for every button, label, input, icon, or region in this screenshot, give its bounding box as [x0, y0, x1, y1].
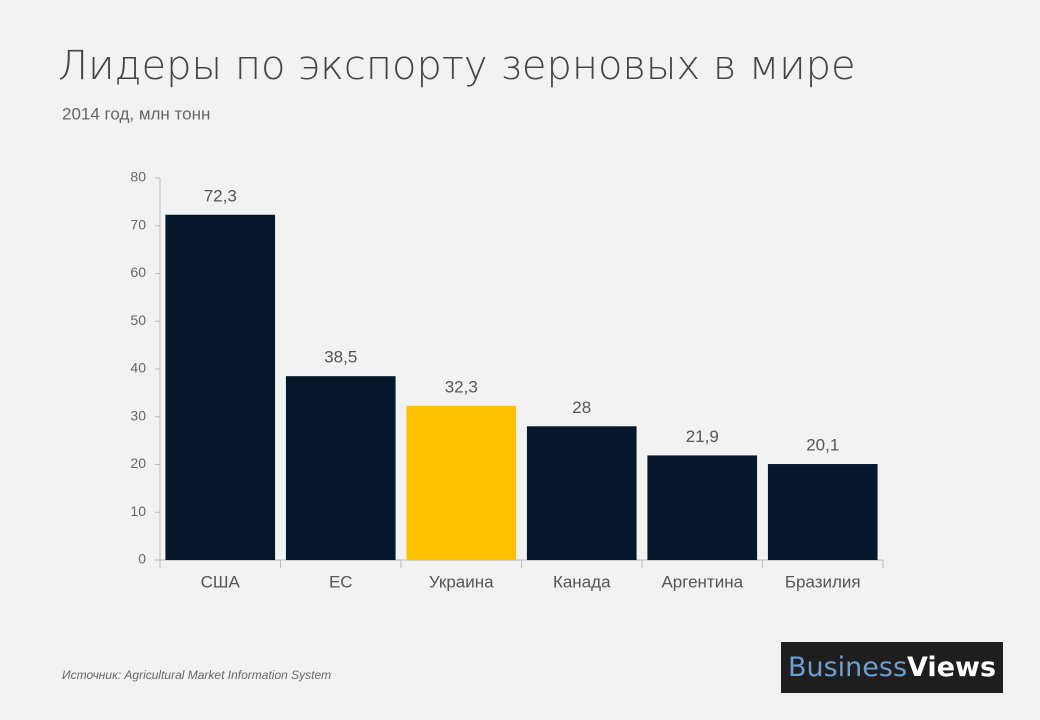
y-tick-label: 10 — [130, 503, 146, 519]
logo-part: Business — [788, 652, 907, 683]
logo-box — [781, 642, 1003, 693]
y-tick-label: 0 — [138, 551, 146, 567]
x-tick-label: США — [201, 572, 241, 591]
x-tick-label: Аргентина — [661, 572, 743, 591]
y-tick-label: 30 — [130, 407, 146, 423]
logo-part: Views — [907, 652, 996, 683]
y-tick-label: 70 — [130, 216, 146, 232]
data-label: 20,1 — [806, 436, 839, 455]
x-tick-label: ЕС — [329, 572, 353, 591]
bar — [165, 214, 276, 560]
source-note: Источник: Agricultural Market Informatio… — [62, 668, 331, 682]
y-tick-label: 60 — [130, 264, 146, 280]
bar — [285, 376, 396, 560]
logo: BusinessViews — [788, 652, 996, 683]
data-label: 32,3 — [445, 377, 478, 396]
x-tick-label: Бразилия — [785, 572, 861, 591]
x-tick-label: Канада — [553, 572, 611, 591]
bar — [526, 426, 637, 560]
bar — [767, 464, 878, 560]
bar — [406, 405, 517, 560]
chart-subtitle: 2014 год, млн тонн — [62, 104, 210, 123]
x-tick-label: Украина — [429, 572, 494, 591]
y-tick-label: 20 — [130, 455, 146, 471]
data-label: 21,9 — [686, 427, 719, 446]
data-label: 38,5 — [324, 348, 357, 367]
data-label: 28 — [572, 398, 591, 417]
data-label: 72,3 — [204, 186, 237, 205]
y-tick-label: 40 — [130, 360, 146, 376]
y-tick-label: 80 — [130, 169, 146, 185]
bar — [647, 455, 758, 560]
chart-title: Лидеры по экспорту зерновых в мире — [58, 43, 856, 89]
y-tick-label: 50 — [130, 312, 146, 328]
